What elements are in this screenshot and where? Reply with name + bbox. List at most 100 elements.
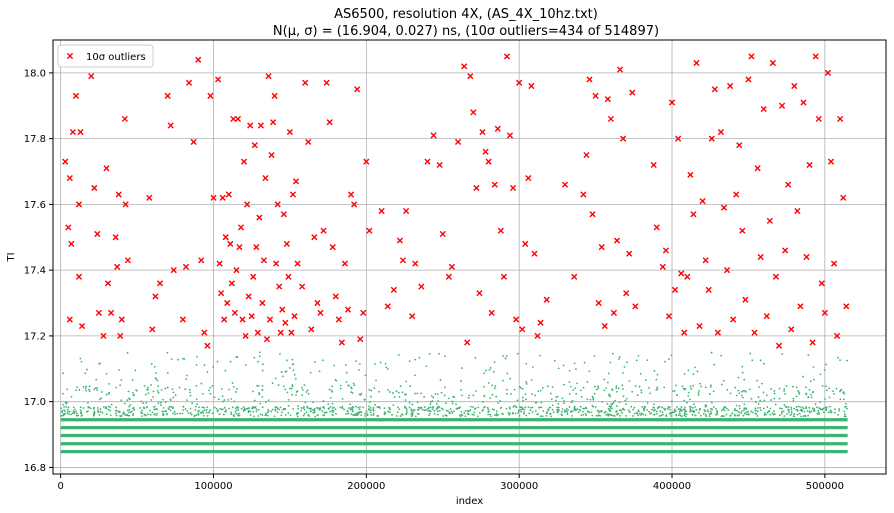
inlier-point <box>606 403 609 405</box>
inlier-point <box>242 406 245 409</box>
inlier-point <box>66 408 69 411</box>
inlier-point <box>150 384 152 386</box>
inlier-point <box>196 403 198 406</box>
inlier-point <box>307 392 310 395</box>
inlier-point <box>318 407 321 410</box>
inlier-point <box>705 415 708 418</box>
inlier-point <box>413 374 416 377</box>
inlier-point <box>115 386 118 389</box>
y-tick-label: 18.0 <box>24 68 46 79</box>
inlier-point <box>756 410 759 413</box>
inlier-point <box>97 409 99 412</box>
inlier-point <box>551 408 554 411</box>
inlier-point <box>339 387 342 390</box>
inlier-point <box>184 388 187 390</box>
inlier-point <box>115 406 117 409</box>
inlier-point <box>520 406 522 409</box>
inlier-point <box>120 399 123 402</box>
inlier-point <box>568 369 571 372</box>
inlier-point <box>448 411 451 414</box>
inlier-point <box>638 385 641 388</box>
inlier-point <box>88 388 90 391</box>
inlier-point <box>453 396 456 399</box>
inlier-point <box>287 398 290 401</box>
inlier-point <box>141 412 144 415</box>
outlier-point <box>418 283 425 290</box>
inlier-point <box>686 401 688 404</box>
outlier-point <box>803 253 810 261</box>
inlier-point <box>99 398 101 401</box>
inlier-point <box>509 407 511 410</box>
inlier-point <box>729 414 732 417</box>
outlier-point <box>833 332 841 340</box>
inlier-point <box>128 405 131 408</box>
outlier-point <box>837 115 844 123</box>
outlier-point <box>696 322 703 330</box>
legend-marker <box>66 52 74 60</box>
inlier-point <box>258 391 260 394</box>
outlier-point <box>104 280 112 287</box>
inlier-point <box>344 413 347 415</box>
inlier-point <box>846 407 848 410</box>
outlier-point <box>292 178 300 185</box>
outlier-point <box>626 250 633 257</box>
inlier-point <box>194 408 197 411</box>
inlier-point <box>335 379 338 382</box>
inlier-point <box>795 408 798 411</box>
inlier-point <box>398 395 401 398</box>
inlier-point <box>595 414 598 417</box>
inlier-point <box>267 408 270 411</box>
inlier-point <box>792 400 795 402</box>
outlier-point <box>103 165 110 172</box>
inlier-point <box>85 410 88 413</box>
inlier-point <box>778 397 781 400</box>
outlier-point <box>717 128 725 136</box>
outlier-point <box>190 138 197 146</box>
inlier-point <box>677 408 680 411</box>
inlier-point <box>525 381 528 383</box>
inlier-point <box>609 361 612 364</box>
inlier-point <box>277 384 280 387</box>
inlier-point <box>79 406 82 409</box>
inlier-point <box>261 388 264 391</box>
inlier-point <box>60 407 63 410</box>
inlier-point <box>393 396 396 399</box>
outlier-point <box>705 286 712 293</box>
inlier-point <box>720 383 723 386</box>
outlier-point <box>601 322 608 330</box>
inlier-point <box>147 388 149 391</box>
inlier-point <box>350 391 353 394</box>
outlier-point <box>68 240 75 247</box>
inlier-point <box>203 364 206 367</box>
inlier-point <box>689 406 692 409</box>
inlier-point <box>763 399 766 402</box>
inlier-point <box>491 384 494 387</box>
outlier-point <box>357 336 364 343</box>
inlier-point <box>276 411 279 414</box>
inlier-point <box>327 403 330 406</box>
inlier-point <box>634 385 637 387</box>
inlier-point <box>499 400 501 402</box>
inlier-point <box>296 390 299 393</box>
inlier-point <box>81 414 84 417</box>
inlier-point <box>495 414 498 417</box>
inlier-point <box>531 406 534 409</box>
outlier-point <box>402 207 410 215</box>
outlier-point <box>693 59 700 67</box>
inlier-point <box>247 411 250 414</box>
outlier-point <box>253 244 260 251</box>
inlier-point <box>633 406 636 409</box>
inlier-point <box>813 408 816 410</box>
inlier-point <box>150 363 153 365</box>
inlier-point <box>606 381 609 384</box>
inlier-point <box>287 412 290 414</box>
outlier-point <box>470 109 477 116</box>
inlier-point <box>494 414 496 417</box>
inlier-point <box>710 407 712 410</box>
inlier-point <box>842 398 845 401</box>
inlier-point <box>661 406 663 409</box>
inlier-point <box>793 407 796 410</box>
outlier-point <box>650 161 657 169</box>
inlier-point <box>541 415 544 418</box>
inlier-point <box>155 372 157 375</box>
